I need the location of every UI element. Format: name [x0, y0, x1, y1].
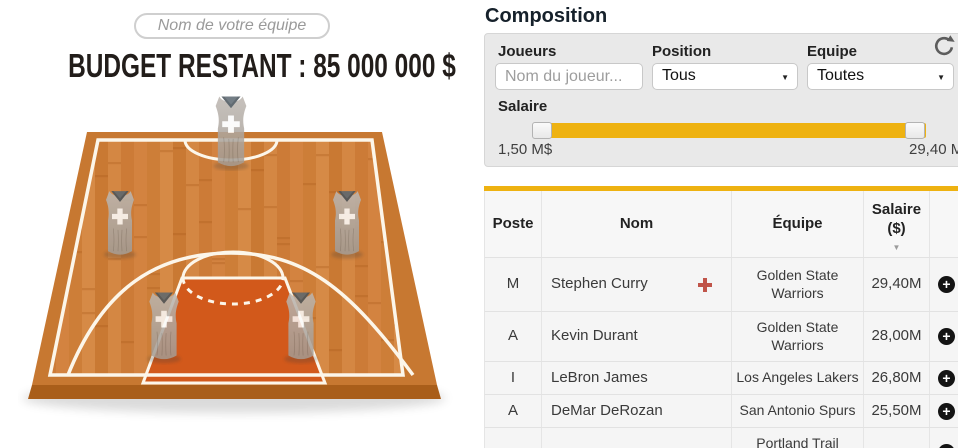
- nom-cell: DeMar DeRozan: [542, 395, 732, 427]
- equipe-cell: Portland Trail Blazers: [732, 428, 864, 448]
- plus-circle-icon[interactable]: +: [938, 402, 955, 420]
- nom-cell: LeBron James: [542, 362, 732, 394]
- medical-cross-icon: [697, 277, 713, 293]
- salary-label: Salaire: [498, 98, 548, 115]
- plus-circle-icon[interactable]: +: [938, 369, 955, 387]
- salaire-cell: 29,40M: [864, 258, 930, 311]
- team-select[interactable]: Toutes ▼: [807, 63, 954, 90]
- header-poste[interactable]: Poste: [485, 191, 542, 257]
- table-row: M Stephen Curry Golden State Warriors 29,40…: [484, 257, 958, 311]
- equipe-cell: Golden State Warriors: [732, 312, 864, 361]
- poste-cell: [485, 428, 542, 448]
- players-table: Poste Nom Équipe Salaire ($) ▼ M Stephen …: [484, 186, 958, 448]
- table-row: A Kevin Durant Golden State Warriors 28,00M…: [484, 311, 958, 361]
- sort-desc-icon: ▼: [892, 242, 901, 252]
- position-select[interactable]: Tous ▼: [652, 63, 798, 90]
- header-add: [930, 191, 958, 257]
- chevron-down-icon: ▼: [937, 73, 945, 82]
- team-select-value: Toutes: [817, 67, 865, 84]
- jersey-slot-left-wing[interactable]: [104, 191, 136, 258]
- nom-cell: [542, 428, 732, 448]
- poste-cell: M: [485, 258, 542, 311]
- salaire-cell: 28,00M: [864, 312, 930, 361]
- plus-circle-icon[interactable]: +: [938, 444, 955, 448]
- player-search-input[interactable]: [495, 63, 643, 90]
- salaire-cell: 26,80M: [864, 362, 930, 394]
- add-cell: +: [930, 258, 958, 311]
- nom-cell: Kevin Durant: [542, 312, 732, 361]
- position-select-value: Tous: [662, 67, 696, 84]
- header-equipe[interactable]: Équipe: [732, 191, 864, 257]
- jersey-slot-left-post[interactable]: [147, 293, 181, 364]
- jersey-slot-right-post[interactable]: [284, 293, 318, 364]
- table-row: Portland Trail Blazers +: [484, 427, 958, 448]
- add-cell: +: [930, 362, 958, 394]
- court-graphic: [22, 92, 446, 413]
- add-cell: +: [930, 312, 958, 361]
- equipe-cell: Golden State Warriors: [732, 258, 864, 311]
- poste-cell: I: [485, 362, 542, 394]
- table-row: A DeMar DeRozan San Antonio Spurs 25,50M +: [484, 394, 958, 427]
- salary-slider-handle-max[interactable]: [905, 122, 925, 139]
- players-label: Joueurs: [498, 43, 557, 60]
- plus-circle-icon[interactable]: +: [938, 328, 955, 345]
- court-side-face: [28, 385, 441, 399]
- poste-cell: A: [485, 312, 542, 361]
- table-accent-bar: [484, 186, 958, 191]
- refresh-icon[interactable]: [932, 34, 956, 58]
- team-label: Equipe: [807, 43, 858, 60]
- budget-remaining-label: BUDGET RESTANT : 85 000 000 $: [68, 47, 456, 84]
- add-cell: +: [930, 395, 958, 427]
- salary-range-slider[interactable]: [532, 122, 926, 139]
- filters-panel: Joueurs Position Tous ▼ Equipe Toutes ▼ …: [484, 33, 958, 167]
- team-name-input[interactable]: [134, 13, 330, 39]
- salaire-cell: [864, 428, 930, 448]
- table-header-row: Poste Nom Équipe Salaire ($) ▼: [484, 191, 958, 257]
- composition-panel: Composition Joueurs Position Tous ▼ Equi…: [484, 0, 958, 448]
- jersey-slot-right-wing[interactable]: [331, 191, 363, 258]
- add-cell: +: [930, 428, 958, 448]
- team-builder-panel: BUDGET RESTANT : 85 000 000 $: [0, 13, 484, 437]
- nom-cell: Stephen Curry: [542, 258, 732, 311]
- salary-max-value: 29,40 M$: [909, 141, 958, 158]
- header-nom[interactable]: Nom: [542, 191, 732, 257]
- composition-title: Composition: [485, 5, 608, 27]
- salary-min-value: 1,50 M$: [498, 141, 553, 158]
- players-table-body: M Stephen Curry Golden State Warriors 29,40…: [484, 257, 958, 448]
- basketball-court: [18, 92, 463, 437]
- equipe-cell: San Antonio Spurs: [732, 395, 864, 427]
- position-label: Position: [652, 43, 712, 60]
- chevron-down-icon: ▼: [781, 73, 789, 82]
- salaire-cell: 25,50M: [864, 395, 930, 427]
- header-salaire[interactable]: Salaire ($) ▼: [864, 191, 930, 257]
- jersey-slot-top[interactable]: [213, 96, 248, 170]
- budget-remaining: BUDGET RESTANT : 85 000 000 $: [0, 47, 484, 85]
- equipe-cell: Los Angeles Lakers: [732, 362, 864, 394]
- table-row: I LeBron James Los Angeles Lakers 26,80M +: [484, 361, 958, 394]
- plus-circle-icon[interactable]: +: [938, 276, 955, 293]
- poste-cell: A: [485, 395, 542, 427]
- salary-slider-handle-min[interactable]: [532, 122, 552, 139]
